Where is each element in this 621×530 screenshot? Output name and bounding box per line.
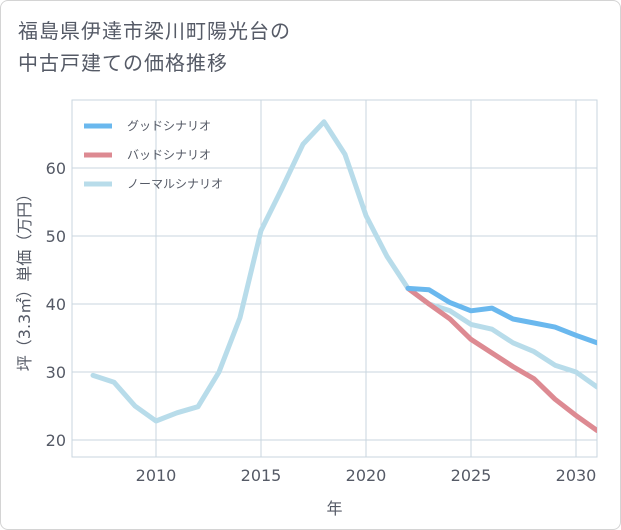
series-line-normal xyxy=(90,119,597,424)
y-tick-label: 30 xyxy=(46,363,66,382)
chart-title: 福島県伊達市梁川町陽光台の 中古戸建ての価格推移 xyxy=(18,15,578,79)
legend-label-normal: ノーマルシナリオ xyxy=(127,177,223,191)
x-tick-label: 2010 xyxy=(136,466,177,485)
series-line-good xyxy=(405,285,597,346)
y-axis-label: 坪（3.3㎡）単価（万円） xyxy=(15,186,34,371)
y-tick-label: 40 xyxy=(46,295,66,314)
plot-area xyxy=(71,99,598,458)
x-tick-label: 2020 xyxy=(346,466,387,485)
x-axis-label: 年 xyxy=(326,499,342,518)
y-tick-label: 20 xyxy=(46,431,66,450)
x-tick-label: 2025 xyxy=(451,466,492,485)
x-tick-label: 2030 xyxy=(556,466,597,485)
legend-label-bad: バッドシナリオ xyxy=(127,148,211,162)
legend-label-good: グッドシナリオ xyxy=(127,119,211,133)
y-tick-label: 60 xyxy=(46,159,66,178)
y-tick-label: 50 xyxy=(46,227,66,246)
chart-title-line1: 福島県伊達市梁川町陽光台の xyxy=(18,19,291,43)
chart-title-line2: 中古戸建ての価格推移 xyxy=(18,51,228,75)
x-tick-label: 2015 xyxy=(241,466,282,485)
series-line-bad xyxy=(405,285,597,433)
